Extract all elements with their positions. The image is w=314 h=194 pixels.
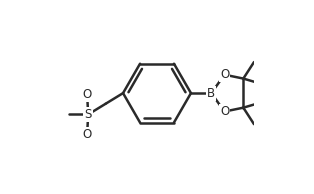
Text: O: O bbox=[83, 87, 92, 101]
Text: S: S bbox=[84, 108, 92, 121]
Text: B: B bbox=[207, 87, 215, 100]
Text: O: O bbox=[220, 68, 229, 81]
Text: O: O bbox=[220, 105, 229, 118]
Text: O: O bbox=[83, 128, 92, 141]
